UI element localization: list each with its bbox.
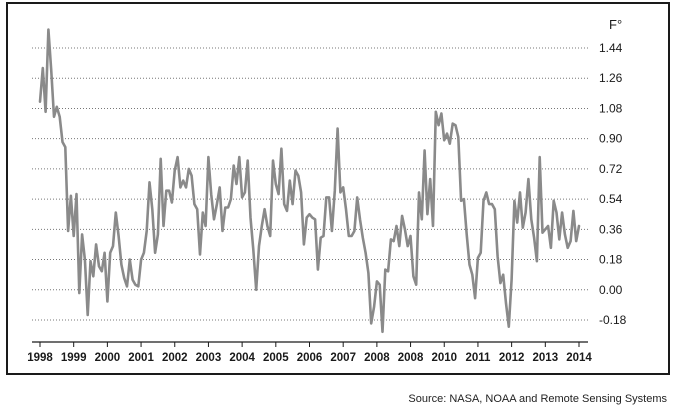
y-tick-label: 0.72 bbox=[599, 162, 623, 176]
y-tick-label: 1.26 bbox=[599, 71, 623, 85]
x-tick-label: 2008 bbox=[364, 352, 390, 364]
y-tick-label: 0.00 bbox=[599, 283, 623, 297]
x-tick-label: 2010 bbox=[431, 352, 457, 364]
y-tick-label: 0.36 bbox=[599, 222, 623, 236]
x-tick-label: 2000 bbox=[95, 352, 121, 364]
x-tick-label: 2001 bbox=[128, 352, 154, 364]
x-tick-label: 1999 bbox=[61, 352, 87, 364]
axes bbox=[32, 341, 588, 347]
x-tick-label: 2008 bbox=[398, 352, 424, 364]
x-tick-label: 2003 bbox=[196, 352, 222, 364]
y-tick-label: 0.54 bbox=[599, 192, 623, 206]
x-tick-label: 2006 bbox=[297, 352, 323, 364]
y-tick-label: -0.18 bbox=[599, 313, 627, 327]
x-tick-label: 2014 bbox=[566, 352, 592, 364]
x-tick-label: 2002 bbox=[162, 352, 188, 364]
y-unit-label: F° bbox=[609, 17, 622, 32]
x-tick-label: 2007 bbox=[330, 352, 356, 364]
x-tick-label: 2011 bbox=[465, 352, 491, 364]
series-layer bbox=[38, 28, 581, 334]
y-tick-label: 0.18 bbox=[599, 253, 623, 267]
y-tick-label: 1.44 bbox=[599, 41, 623, 55]
line-chart: 1.44 1.26 1.08 0.90 0.72 0.54 0.36 0.18 0.00 -0.1… bbox=[27, 17, 626, 364]
x-tick-label: 2013 bbox=[533, 352, 559, 364]
y-tick-label: 1.08 bbox=[599, 101, 623, 115]
x-tick-label: 1998 bbox=[27, 352, 53, 364]
source-caption: Source: NASA, NOAA and Remote Sensing Sy… bbox=[408, 393, 667, 405]
x-tick-label: 2004 bbox=[229, 352, 255, 364]
y-tick-label: 0.90 bbox=[599, 132, 623, 146]
x-tick-label: 2012 bbox=[499, 352, 525, 364]
tick-labels: 1.44 1.26 1.08 0.90 0.72 0.54 0.36 0.18 0.00 -0.1… bbox=[27, 41, 626, 364]
x-tick-label: 2005 bbox=[263, 352, 289, 364]
series-line bbox=[38, 28, 581, 334]
chart-frame: 1.44 1.26 1.08 0.90 0.72 0.54 0.36 0.18 0.00 -0.1… bbox=[6, 2, 670, 375]
